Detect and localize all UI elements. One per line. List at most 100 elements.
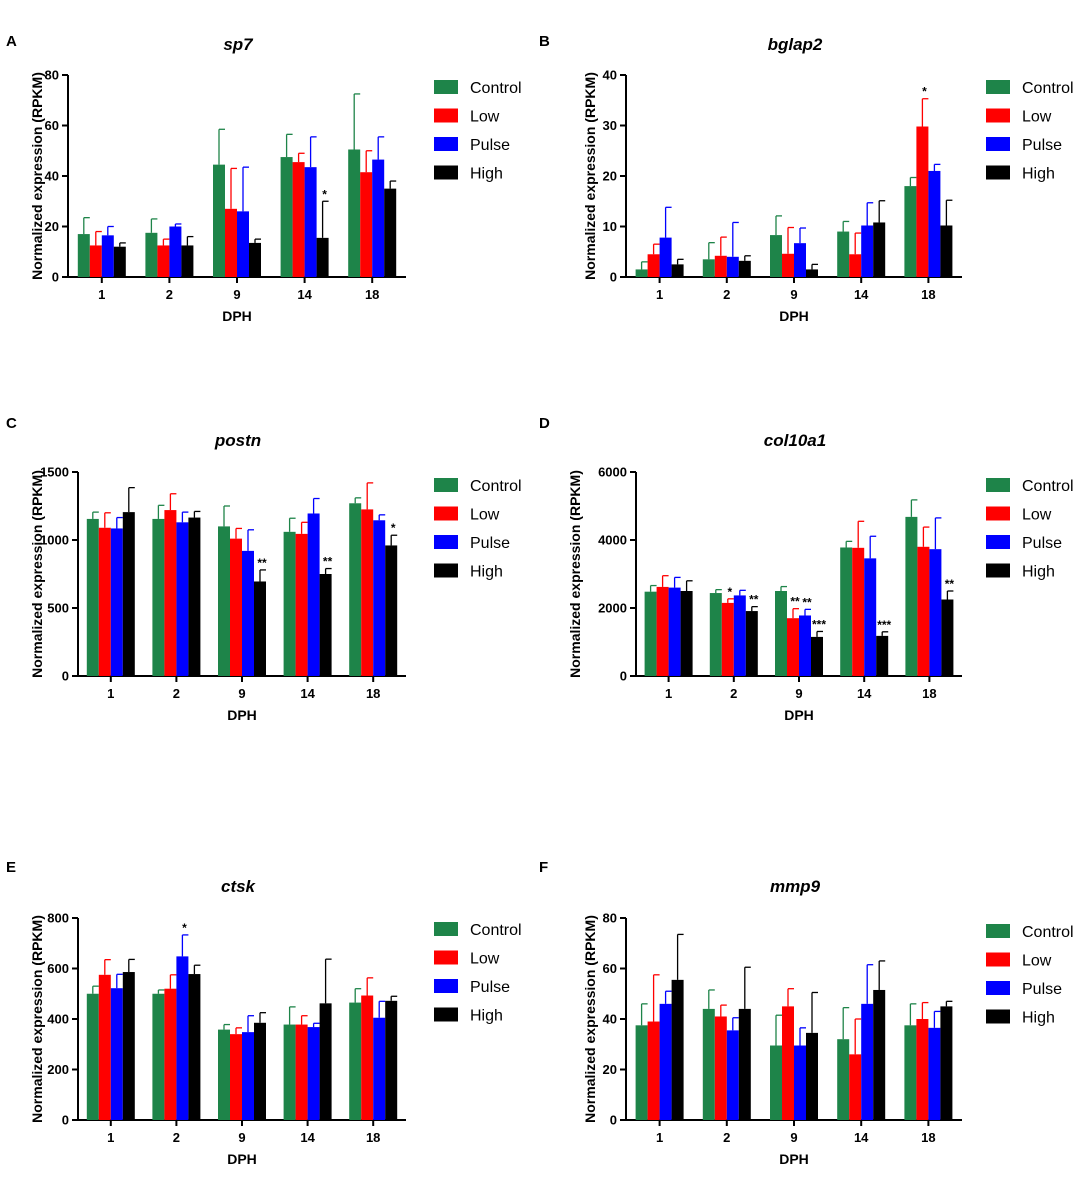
legend-swatch: [434, 506, 458, 521]
legend-swatch: [434, 922, 458, 936]
x-axis-label: DPH: [227, 1151, 257, 1167]
bar: [307, 513, 320, 676]
x-tick-label: 18: [921, 1130, 935, 1145]
bar: [110, 988, 123, 1120]
y-axis-label: Normalized expression (RPKM): [29, 72, 45, 280]
x-tick-label: 18: [365, 287, 379, 302]
bar: [176, 522, 189, 676]
legend-label: Pulse: [1022, 981, 1062, 998]
y-tick-label: 10: [603, 219, 617, 234]
bar: [929, 549, 942, 676]
x-tick-label: 14: [854, 287, 869, 302]
significance-marker: *: [922, 85, 927, 99]
legend: Control Low Pulse High: [986, 924, 1074, 1027]
y-tick-label: 0: [62, 1113, 69, 1128]
bar: [876, 635, 889, 676]
bar: [806, 269, 818, 277]
legend: Control Low Pulse High: [434, 922, 522, 1025]
bar: [702, 1008, 715, 1120]
legend-label: Control: [1022, 924, 1074, 941]
bar: [98, 974, 111, 1120]
bar: [840, 547, 853, 676]
legend-label: High: [1022, 166, 1055, 183]
y-tick-label: 40: [603, 68, 617, 83]
bar: [295, 533, 308, 676]
y-tick-label: 60: [603, 961, 617, 976]
y-tick-label: 0: [62, 669, 69, 684]
x-tick-label: 9: [790, 1130, 797, 1145]
bar: [794, 243, 806, 277]
bar: [349, 503, 362, 676]
bar: [940, 225, 953, 277]
y-tick-label: 20: [603, 169, 617, 184]
panel-letter: E: [6, 859, 16, 876]
bar: [283, 1024, 296, 1120]
x-tick-label: 18: [366, 686, 380, 701]
y-tick-label: 1500: [40, 465, 69, 480]
y-tick-label: 40: [603, 1012, 617, 1027]
legend-swatch: [986, 137, 1010, 151]
x-tick-label: 1: [665, 686, 672, 701]
bar: [709, 593, 722, 676]
legend: Control Low Pulse High: [434, 478, 522, 581]
bar: [916, 1019, 929, 1120]
bar: [837, 1039, 850, 1120]
x-tick-label: 14: [300, 1130, 315, 1145]
y-tick-label: 60: [45, 118, 59, 133]
y-tick-label: 600: [47, 961, 69, 976]
y-axis-label: Normalized expression (RPKM): [582, 72, 598, 280]
x-tick-label: 9: [238, 1130, 245, 1145]
bar: [122, 972, 135, 1120]
bar: [188, 974, 201, 1120]
bar: [916, 126, 929, 277]
x-tick-label: 2: [723, 1130, 730, 1145]
x-tick-label: 2: [173, 686, 180, 701]
bar: [254, 1022, 266, 1120]
bar: [714, 1016, 727, 1120]
bar: [373, 1017, 386, 1120]
bar: [230, 1034, 242, 1120]
legend-label: High: [1022, 1010, 1055, 1027]
bar: [164, 988, 177, 1120]
legend-label: Low: [470, 109, 500, 126]
x-tick-label: 9: [795, 686, 802, 701]
legend-swatch: [986, 80, 1010, 94]
legend-swatch: [986, 563, 1010, 578]
legend-label: Control: [1022, 478, 1074, 495]
x-tick-label: 14: [300, 686, 315, 701]
bar: [385, 1000, 398, 1120]
bar: [230, 538, 242, 676]
bar: [372, 159, 385, 277]
legend-label: High: [470, 1008, 503, 1025]
bar: [77, 234, 90, 277]
bar: [726, 1030, 739, 1120]
significance-marker: **: [257, 556, 267, 570]
legend-swatch: [434, 108, 458, 123]
legend-label: Low: [470, 507, 500, 524]
bar: [249, 242, 261, 277]
bar: [770, 1045, 782, 1120]
x-tick-label: 2: [166, 287, 173, 302]
y-tick-label: 30: [603, 118, 617, 133]
bar: [176, 956, 189, 1120]
bar: [295, 1024, 308, 1120]
y-tick-label: 800: [47, 911, 69, 926]
x-tick-label: 2: [730, 686, 737, 701]
bar: [928, 1027, 941, 1120]
bar: [787, 618, 799, 676]
panel-letter: F: [539, 859, 548, 876]
bar: [799, 615, 811, 676]
bar: [714, 255, 727, 277]
bar: [304, 167, 317, 277]
x-tick-label: 1: [98, 287, 105, 302]
bar: [213, 164, 225, 277]
bar: [86, 993, 99, 1120]
legend: Control Low Pulse High: [986, 80, 1074, 183]
bar: [157, 245, 170, 277]
bar: [806, 1032, 818, 1120]
bar: [671, 979, 684, 1120]
bar: [98, 527, 111, 676]
legend-swatch: [434, 979, 458, 993]
bar: [218, 526, 230, 676]
